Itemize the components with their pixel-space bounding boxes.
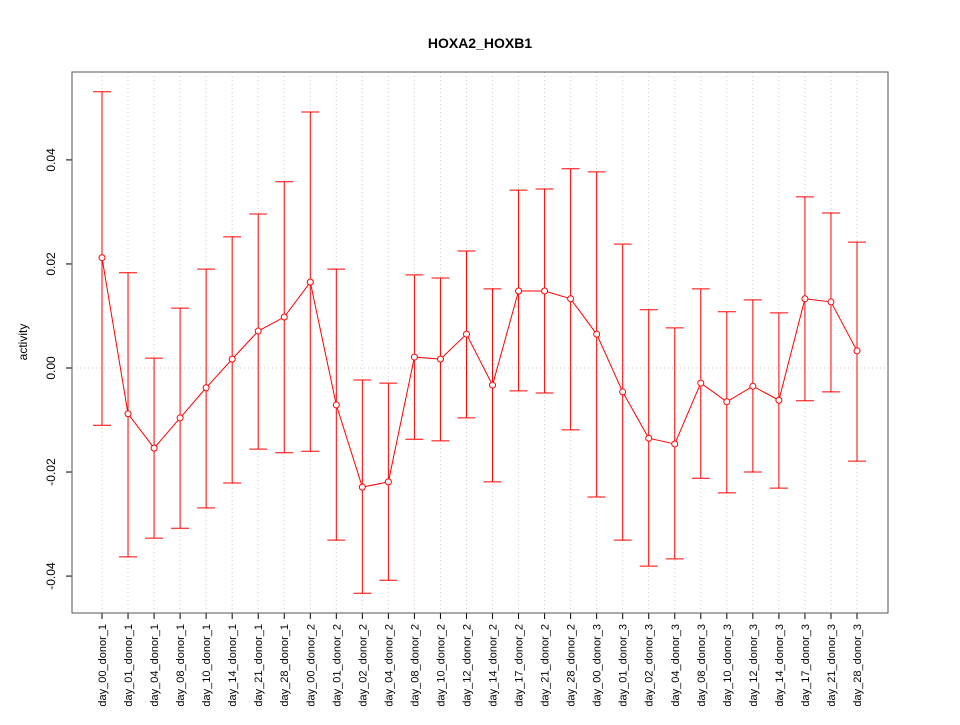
data-point [410,353,418,361]
x-tick-label: day_10_donor_1 [201,624,213,707]
y-tick-label: 0.04 [44,148,58,172]
series [93,91,866,594]
data-point [358,483,366,491]
x-tick-label: day_04_donor_1 [149,624,161,707]
data-point [697,379,705,387]
x-tick-label: day_01_donor_2 [331,624,343,707]
data-point [254,327,262,335]
data-point [98,254,106,262]
x-tick-label: day_14_donor_2 [488,624,500,707]
x-tick-label: day_00_donor_2 [305,624,317,707]
x-tick-label: day_17_donor_2 [514,624,526,707]
data-point [202,384,210,392]
x-tick-label: day_00_donor_1 [97,624,109,707]
x-tick-label: day_08_donor_2 [409,624,421,707]
y-tick-label: -0.04 [44,562,58,590]
data-point [775,396,783,404]
data-point [671,440,679,448]
y-axis-label: activity [16,324,30,361]
data-point [150,444,158,452]
x-tick-label: day_01_donor_1 [123,624,135,707]
x-tick-label: day_10_donor_2 [435,624,447,707]
y-tick-label: 0.02 [44,252,58,276]
x-tick-label: day_28_donor_1 [279,624,291,707]
plot-border [71,71,889,614]
data-point [228,355,236,363]
data-point [801,295,809,303]
x-tick-label: day_14_donor_1 [227,624,239,707]
data-point [567,295,575,303]
grid [72,72,888,613]
data-point [593,330,601,338]
chart-title: HOXA2_HOXB1 [428,35,532,51]
data-point [515,287,523,295]
data-point [124,410,132,418]
x-tick-label: day_14_donor_3 [774,624,786,707]
data-point [723,398,731,406]
data-point [462,330,470,338]
data-point [541,287,549,295]
x-tick-label: day_08_donor_3 [696,624,708,707]
x-tick-label: day_02_donor_3 [644,624,656,707]
data-point [645,434,653,442]
data-point [436,355,444,363]
data-point [332,401,340,409]
axes: -0.04 -0.02 0.00 0.02 0.04 day_00_donor_1 day_… [44,148,864,707]
data-point [619,388,627,396]
y-tick-label: 0.00 [44,356,58,380]
x-tick-label: day_21_donor_3 [826,624,838,707]
series-line [101,257,858,488]
data-point [827,298,835,306]
x-tick-label: day_28_donor_3 [852,624,864,707]
data-point [280,313,288,321]
data-point [176,414,184,422]
y-tick-label: -0.02 [44,458,58,486]
x-tick-label: day_28_donor_2 [566,624,578,707]
x-tick-label: day_04_donor_3 [670,624,682,707]
x-tick-label: day_02_donor_2 [357,624,369,707]
x-tick-label: day_21_donor_2 [540,624,552,707]
x-tick-label: day_17_donor_3 [800,624,812,707]
x-tick-label: day_01_donor_3 [618,624,630,707]
x-tick-label: day_00_donor_3 [592,624,604,707]
data-point [489,381,497,389]
x-tick-label: day_12_donor_3 [748,624,760,707]
x-tick-label: day_08_donor_1 [175,624,187,707]
x-tick-label: day_21_donor_1 [253,624,265,707]
data-point [306,278,314,286]
x-tick-label: day_12_donor_2 [461,624,473,707]
x-tick-label: day_10_donor_3 [722,624,734,707]
data-point [853,347,861,355]
x-tick-label: day_04_donor_2 [383,624,395,707]
data-point [384,478,392,486]
data-point [749,382,757,390]
